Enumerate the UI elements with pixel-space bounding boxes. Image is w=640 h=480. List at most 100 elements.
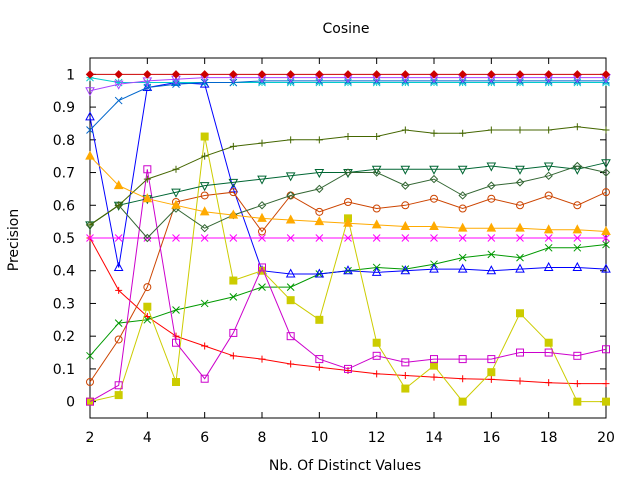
marker-diamond [257, 201, 267, 210]
marker-square-filled [372, 338, 381, 347]
marker-square-filled [573, 397, 582, 406]
x-tick-label: 10 [310, 430, 328, 446]
marker-cross [430, 234, 438, 242]
y-tick-label: 0.5 [53, 231, 75, 247]
marker-triangle-filled [429, 220, 439, 231]
marker-cross [200, 299, 209, 308]
marker-circle [258, 227, 266, 236]
marker-plus [430, 129, 438, 137]
marker-triangle [457, 263, 468, 273]
marker-circle [229, 188, 238, 197]
marker-plus [545, 126, 553, 134]
marker-circle [401, 201, 410, 210]
marker-triangle [343, 265, 353, 275]
marker-square [544, 348, 553, 357]
marker-diamond [458, 191, 467, 200]
marker-cross [487, 234, 496, 242]
marker-square [372, 351, 381, 360]
marker-cross [114, 234, 123, 242]
marker-cross [286, 283, 295, 291]
series-line [89, 169, 607, 403]
marker-triangle-down [113, 80, 124, 90]
marker-triangle-filled [85, 150, 95, 160]
marker-triangle-down [171, 188, 181, 198]
marker-plus [201, 152, 209, 160]
marker-triangle [601, 263, 611, 273]
marker-square-filled [172, 378, 180, 386]
marker-plus [344, 133, 352, 141]
marker-square-filled [401, 384, 410, 393]
marker-cross [487, 250, 496, 259]
marker-square [516, 348, 524, 357]
marker-diamond-filled [286, 70, 295, 79]
marker-square [143, 165, 152, 174]
marker-plus [287, 360, 295, 368]
marker-diamond [601, 168, 611, 177]
marker-circle [516, 201, 524, 210]
marker-triangle-down [228, 178, 239, 188]
marker-square [86, 397, 94, 406]
marker-triangle-filled [457, 222, 468, 232]
marker-diamond-filled [401, 70, 410, 79]
marker-diamond-filled [85, 70, 95, 79]
marker-circle [200, 191, 209, 200]
marker-diamond-filled [573, 70, 582, 79]
marker-triangle-filled [572, 224, 583, 234]
x-tick-label: 16 [482, 430, 500, 446]
marker-cross [573, 234, 582, 242]
marker-square-filled [286, 296, 295, 305]
marker-circle [487, 194, 496, 203]
x-tick-label: 4 [143, 430, 152, 446]
marker-diamond-filled [315, 70, 324, 79]
marker-triangle-filled [113, 180, 124, 190]
axis-ticks: 00.10.20.30.40.50.60.70.80.912 4 6 8 10 12 14 1… [53, 58, 615, 446]
marker-cross [86, 234, 94, 242]
marker-star [114, 78, 123, 87]
marker-diamond [286, 191, 295, 200]
series-7 [86, 132, 610, 406]
marker-circle [430, 194, 438, 203]
series-line [89, 80, 606, 131]
chart-title: Cosine [322, 21, 369, 37]
marker-triangle [515, 263, 525, 273]
marker-triangle-down [543, 162, 554, 172]
series-8 [86, 165, 610, 406]
marker-diamond-filled [429, 70, 439, 79]
marker-circle [315, 207, 324, 216]
marker-square-filled [458, 397, 467, 406]
marker-square [114, 381, 123, 390]
marker-diamond-filled [343, 70, 353, 79]
marker-plus [487, 375, 495, 383]
marker-diamond [429, 174, 439, 184]
marker-cross [544, 234, 553, 242]
marker-square [286, 332, 295, 341]
marker-circle [458, 204, 467, 213]
marker-diamond [372, 168, 381, 177]
marker-square [200, 374, 209, 383]
marker-triangle-down [257, 175, 267, 185]
marker-plus [315, 363, 323, 371]
marker-triangle-down [515, 165, 525, 175]
marker-cross [516, 234, 524, 242]
marker-plus [459, 129, 467, 137]
marker-diamond-filled [372, 70, 381, 79]
marker-square [172, 338, 180, 347]
marker-plus [229, 142, 237, 150]
marker-plus [516, 126, 524, 134]
marker-triangle [543, 261, 554, 271]
marker-triangle [572, 261, 583, 271]
marker-cross [143, 83, 152, 92]
y-tick-label: 0.4 [53, 264, 75, 280]
marker-circle [344, 198, 352, 206]
series-12 [85, 150, 611, 235]
series-11 [86, 123, 610, 229]
marker-triangle-down [371, 165, 382, 175]
marker-square-filled [114, 391, 123, 400]
x-tick-label: 18 [540, 430, 558, 446]
marker-triangle-down [429, 165, 439, 175]
marker-triangle-filled [601, 225, 611, 235]
marker-cross [372, 234, 381, 242]
marker-square [401, 358, 410, 367]
marker-circle [86, 378, 94, 386]
marker-triangle-filled [199, 206, 210, 216]
